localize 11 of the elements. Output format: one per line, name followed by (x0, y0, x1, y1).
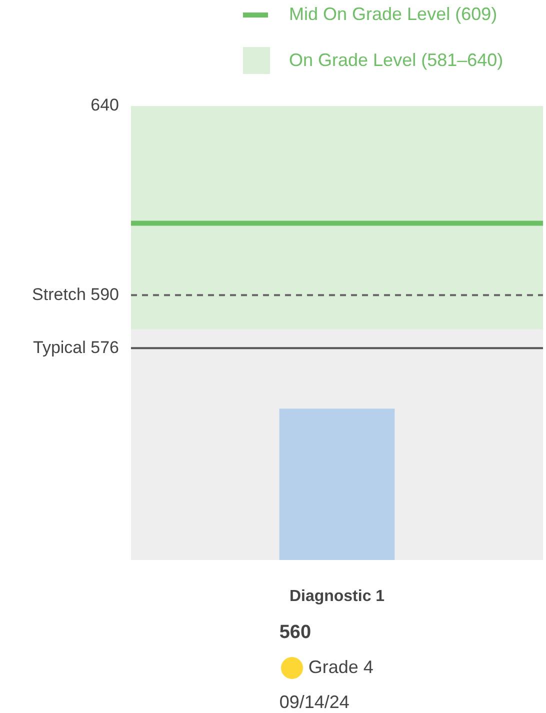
y-tick-label: 590 (90, 284, 119, 304)
legend-label: On Grade Level (581–640) (289, 50, 504, 70)
x-tick-label: Diagnostic 1 (289, 588, 385, 606)
text: 09/14/24 (279, 692, 350, 712)
text: Grade 4 (308, 656, 374, 677)
ref-line-label: Typical (32, 338, 86, 357)
ref-line-label: Stretch (32, 284, 86, 304)
y-tick-label: 640 (90, 96, 119, 115)
legend-label: Mid On Grade Level (609) (289, 4, 498, 24)
text: 560 (279, 622, 312, 644)
y-tick-label: 576 (90, 338, 119, 357)
